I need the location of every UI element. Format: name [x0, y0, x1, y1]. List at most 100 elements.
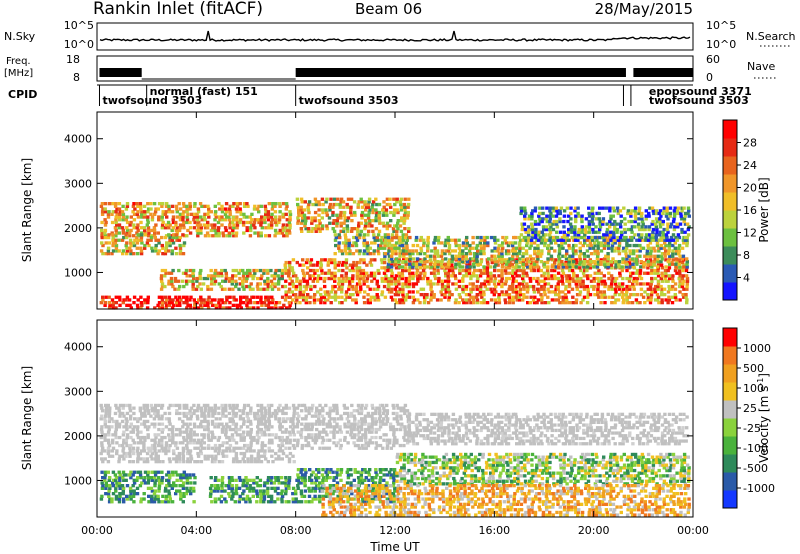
scatter-cell — [378, 409, 382, 413]
scatter-cell — [234, 441, 239, 445]
scatter-cell — [414, 238, 418, 242]
scatter-cell — [447, 243, 452, 248]
scatter-cell — [260, 433, 265, 437]
scatter-cell — [373, 258, 377, 262]
scatter-cell — [370, 422, 374, 426]
scatter-cell — [432, 268, 437, 273]
scatter-cell — [517, 252, 522, 256]
scatter-cell — [390, 233, 395, 237]
scatter-cell — [528, 254, 533, 258]
scatter-cell — [259, 220, 264, 225]
scatter-cell — [482, 243, 487, 248]
scatter-cell — [352, 241, 356, 245]
scatter-cell — [416, 276, 420, 281]
scatter-cell — [474, 246, 479, 250]
scatter-cell — [374, 446, 378, 450]
scatter-cell — [585, 274, 590, 278]
scatter-cell — [622, 227, 627, 232]
scatter-cell — [649, 262, 654, 266]
scatter-cell — [402, 213, 407, 217]
scatter-cell — [382, 417, 386, 421]
scatter-cell — [343, 216, 347, 220]
scatter-cell — [520, 222, 524, 226]
scatter-cell — [142, 406, 146, 410]
scatter-cell — [278, 425, 282, 429]
scatter-cell — [419, 276, 423, 281]
scatter-cell — [309, 284, 313, 289]
scatter-cell — [592, 279, 596, 283]
scatter-cell — [203, 427, 207, 432]
scatter-cell — [374, 219, 378, 223]
scatter-cell — [663, 254, 667, 258]
scatter-cell — [443, 268, 447, 273]
scatter-cell — [333, 260, 337, 265]
scatter-cell — [446, 241, 450, 245]
scatter-cell — [472, 418, 477, 422]
scatter-cell — [454, 257, 458, 261]
scatter-cell — [232, 438, 236, 442]
scatter-cell — [378, 435, 383, 440]
scatter-cell — [478, 268, 483, 273]
scatter-cell — [333, 284, 337, 289]
scatter-cell — [448, 293, 452, 297]
scatter-cell — [600, 241, 604, 245]
scatter-cell — [382, 224, 386, 228]
scatter-cell — [535, 263, 539, 267]
scatter-cell — [374, 430, 378, 434]
scatter-cell — [270, 433, 274, 437]
scatter-cell — [228, 234, 232, 238]
scatter-cell — [474, 295, 479, 299]
scatter-cell — [234, 298, 238, 302]
scatter-cell — [678, 298, 682, 302]
scatter-cell — [292, 406, 296, 410]
scatter-cell — [191, 268, 196, 273]
scatter-cell — [360, 210, 365, 215]
scatter-cell — [287, 287, 292, 291]
scatter-cell — [304, 422, 308, 426]
scatter-cell — [203, 212, 207, 216]
scatter-cell — [106, 249, 111, 253]
scatter-cell — [589, 243, 593, 248]
scatter-cell — [673, 246, 677, 250]
scatter-cell — [280, 449, 285, 453]
scatter-cell — [210, 460, 215, 464]
scatter-cell — [319, 293, 323, 297]
scatter-cell — [667, 295, 671, 299]
scatter-cell — [375, 406, 379, 410]
scatter-cell — [167, 295, 172, 299]
scatter-cell — [525, 284, 530, 289]
scatter-cell — [211, 226, 215, 230]
scatter-cell — [469, 274, 473, 278]
scatter-cell — [110, 212, 114, 216]
scatter-cell — [497, 252, 502, 256]
scatter-cell — [354, 235, 359, 240]
scatter-cell — [256, 451, 260, 456]
scatter-cell — [307, 200, 312, 204]
scatter-cell — [160, 406, 164, 410]
scatter-cell — [355, 282, 360, 286]
scatter-cell — [239, 212, 243, 216]
scatter-cell — [259, 204, 264, 208]
scatter-cell — [399, 197, 403, 201]
scatter-cell — [361, 446, 365, 450]
scatter-cell — [118, 411, 122, 416]
scatter-cell — [479, 235, 483, 240]
scatter-cell — [485, 418, 490, 422]
scatter-cell — [602, 293, 607, 297]
scatter-cell — [346, 425, 350, 429]
scatter-cell — [241, 284, 245, 289]
scatter-cell — [535, 301, 539, 305]
scatter-cell — [191, 282, 195, 286]
scatter-cell — [327, 293, 331, 297]
scatter-cell — [131, 241, 136, 245]
scatter-cell — [230, 417, 235, 421]
scatter-cell — [372, 249, 376, 253]
scatter-cell — [508, 276, 512, 281]
scatter-cell — [611, 295, 615, 299]
scatter-cell — [381, 446, 385, 450]
scatter-cell — [175, 231, 179, 235]
scatter-cell — [595, 276, 599, 281]
scatter-cell — [228, 295, 232, 299]
scatter-cell — [581, 227, 585, 232]
scatter-cell — [440, 287, 445, 291]
